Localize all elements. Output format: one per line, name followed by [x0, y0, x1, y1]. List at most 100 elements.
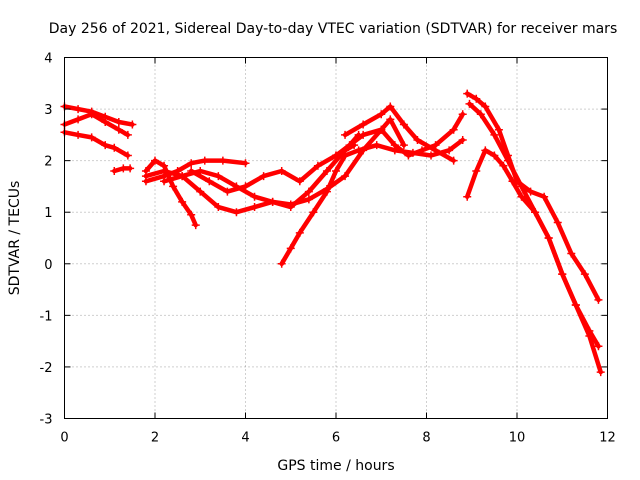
data-point: [332, 151, 340, 160]
data-point: [123, 151, 132, 160]
data-point: [386, 102, 395, 111]
x-tick-label: 2: [151, 431, 159, 446]
data-point: [390, 141, 399, 150]
data-point: [322, 187, 331, 196]
data-point: [341, 172, 350, 181]
data-point: [187, 159, 196, 168]
data-point: [377, 125, 386, 134]
data-point: [205, 177, 214, 186]
data-point: [277, 259, 286, 268]
data-point: [463, 192, 472, 201]
series-trace-7: [141, 130, 363, 217]
y-tick-label: 2: [44, 155, 52, 170]
data-point: [87, 110, 96, 119]
data-point: [386, 115, 395, 124]
y-tick-label: -1: [40, 309, 53, 324]
data-point: [359, 120, 368, 129]
data-point: [87, 133, 96, 142]
data-point: [141, 172, 150, 181]
series-trace-4: [110, 164, 135, 175]
data-point: [404, 151, 413, 160]
data-point: [431, 146, 440, 155]
data-point: [286, 244, 295, 253]
data-point: [499, 161, 508, 170]
data-point: [218, 156, 227, 165]
y-tick-label: -3: [40, 413, 53, 428]
data-point: [494, 125, 503, 134]
data-point: [250, 192, 259, 201]
data-point: [187, 166, 196, 175]
data-point: [200, 156, 209, 165]
data-point: [508, 177, 517, 186]
data-point: [399, 141, 408, 150]
data-point: [332, 166, 340, 175]
data-point: [304, 187, 313, 196]
data-point: [594, 342, 603, 351]
data-point: [126, 164, 135, 173]
data-point: [128, 120, 137, 129]
data-point: [427, 151, 436, 160]
data-point: [359, 130, 368, 139]
y-tick-label: 3: [44, 103, 52, 118]
data-point: [241, 182, 250, 191]
data-point: [345, 141, 354, 150]
y-tick-label: 0: [44, 258, 52, 273]
data-point: [517, 182, 526, 191]
y-tick-label: 4: [44, 52, 52, 67]
data-point: [354, 146, 363, 155]
series-line: [62, 130, 131, 158]
data-point: [119, 164, 128, 173]
data-point: [481, 102, 490, 111]
x-tick-label: 0: [60, 431, 68, 446]
data-point: [503, 156, 512, 165]
y-tick-label: 1: [44, 206, 52, 221]
data-point: [463, 89, 472, 98]
data-point: [571, 301, 580, 310]
data-point: [540, 192, 549, 201]
ticks: [64, 57, 608, 419]
data-point: [449, 125, 458, 134]
x-tick-label: 4: [241, 431, 249, 446]
series-trace-12: [341, 102, 458, 165]
data-point: [123, 130, 132, 139]
data-point: [250, 203, 259, 212]
data-point: [110, 143, 119, 152]
data-point: [101, 117, 110, 126]
x-tick-labels: 0 2 4 6 8 10 12: [60, 431, 615, 446]
data-point: [490, 151, 499, 160]
data-point: [341, 151, 350, 160]
y-tick-label: -2: [40, 361, 53, 376]
data-point: [458, 110, 467, 119]
data-point: [74, 115, 83, 124]
x-tick-label: 6: [332, 431, 340, 446]
data-point: [151, 156, 159, 165]
series-trace-14: [465, 99, 605, 377]
data-point: [544, 234, 553, 242]
series-trace-15: [463, 146, 603, 351]
grid: [64, 57, 608, 419]
data-point: [268, 197, 277, 206]
data-point: [449, 156, 458, 165]
data-point: [259, 172, 268, 181]
data-point: [277, 166, 286, 175]
data-point: [160, 166, 169, 175]
data-point: [196, 187, 205, 196]
x-axis-label: GPS time / hours: [277, 458, 394, 474]
series-line: [342, 104, 456, 163]
data-point: [191, 221, 200, 230]
data-point: [313, 161, 322, 170]
data-point: [232, 208, 241, 217]
data-point: [585, 326, 594, 335]
data-point: [531, 208, 540, 217]
data-point: [214, 203, 223, 212]
data-point: [74, 130, 83, 139]
data-point: [553, 218, 562, 227]
data-point: [517, 192, 526, 201]
series-line: [333, 111, 465, 158]
data-point: [526, 187, 535, 196]
data-point: [214, 172, 223, 181]
data-point: [74, 105, 83, 114]
data-point: [309, 208, 318, 217]
x-tick-label: 8: [422, 431, 430, 446]
